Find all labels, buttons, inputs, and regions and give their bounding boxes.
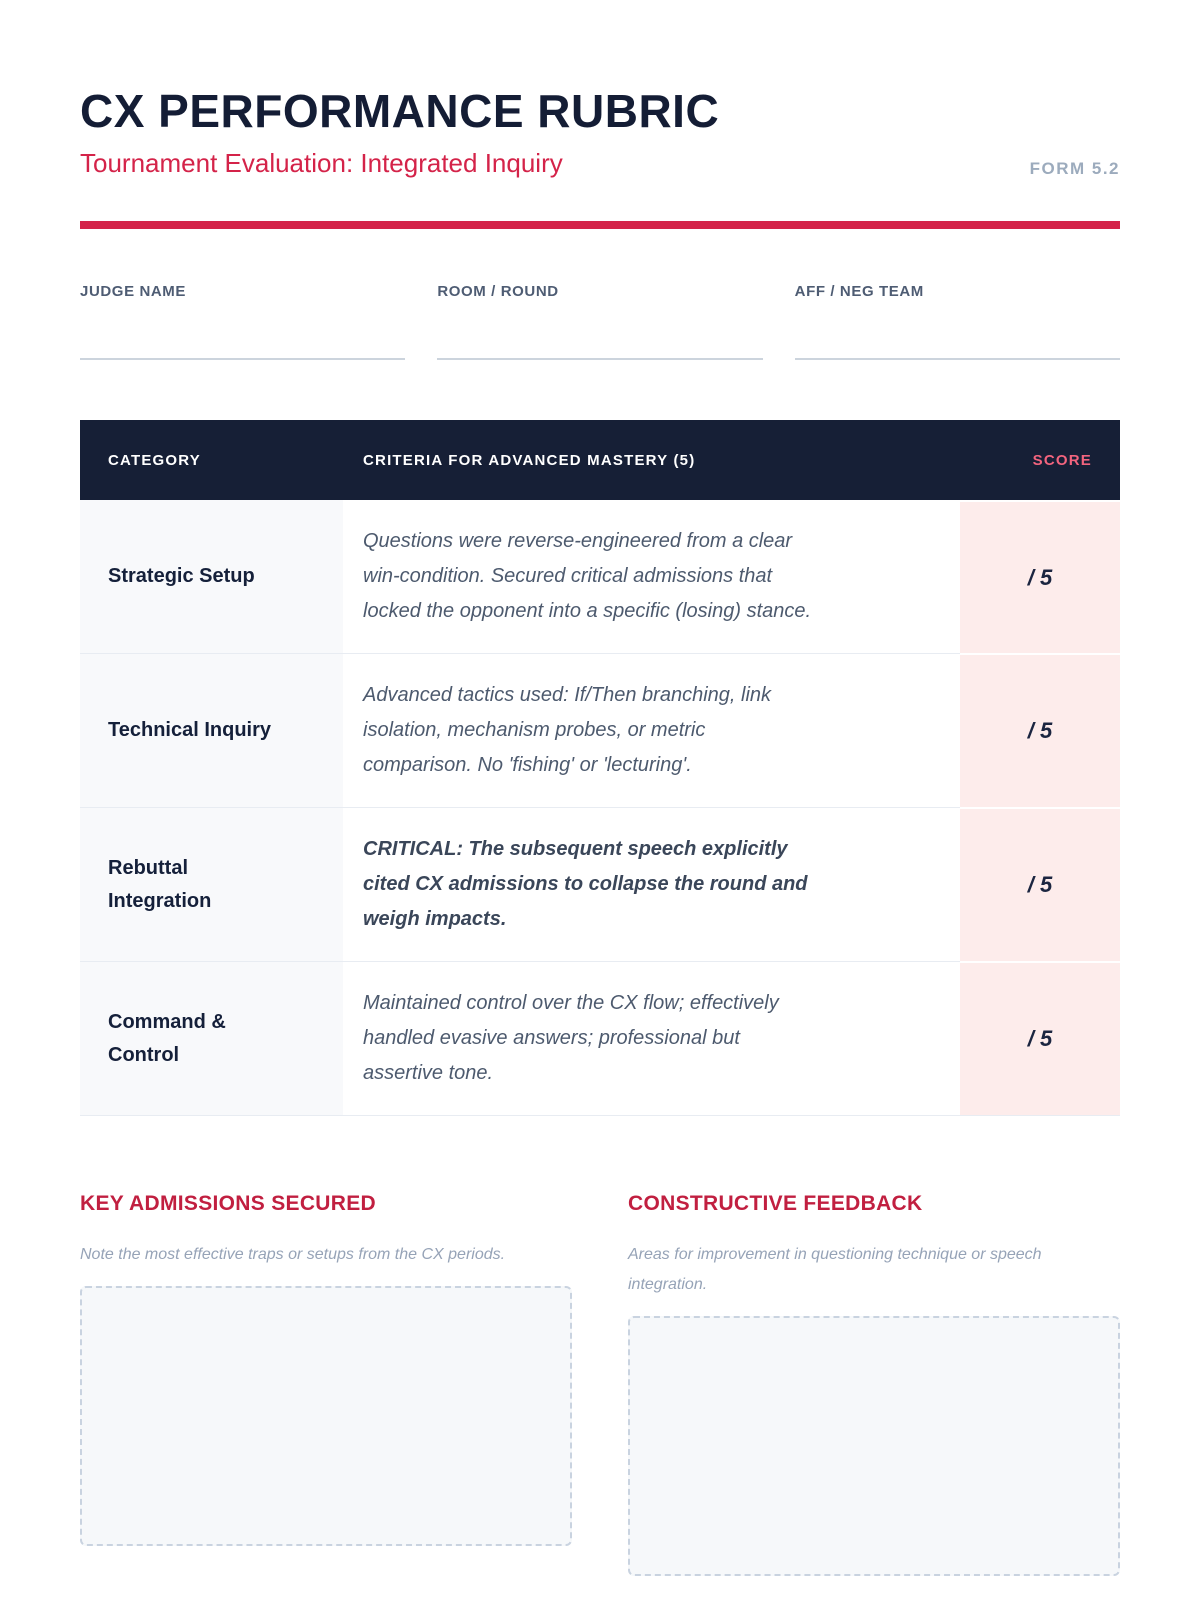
table-row-strategic-setup: Strategic Setup Questions were reverse-e… — [80, 500, 1120, 653]
key-admissions-heading: KEY ADMISSIONS SECURED — [80, 1192, 376, 1215]
criteria-text: CRITICAL: The subsequent speech explicit… — [363, 838, 808, 930]
judge-name-label: JUDGE NAME — [80, 283, 187, 300]
header-cell-category: CATEGORY — [108, 451, 201, 469]
score-input-cell[interactable]: / 5 — [960, 500, 1120, 653]
header-cell-criteria: CRITERIA FOR ADVANCED MASTERY (5) — [363, 451, 696, 469]
form-number-label: FORM 5.2 — [1029, 159, 1120, 178]
criteria-cell: Questions were reverse-engineered from a… — [343, 500, 960, 653]
criteria-cell: Maintained control over the CX flow; eff… — [343, 961, 960, 1115]
judge-name-input[interactable] — [80, 358, 406, 360]
room-round-input[interactable] — [437, 358, 763, 360]
page-title: CX PERFORMANCE RUBRIC — [80, 85, 720, 137]
category-label: Technical Inquiry — [108, 719, 271, 741]
table-header: CATEGORY CRITERIA FOR ADVANCED MASTERY (… — [80, 420, 1120, 500]
table-row-technical-inquiry: Technical Inquiry Advanced tactics used:… — [80, 653, 1120, 807]
subtitle-row: Tournament Evaluation: Integrated Inquir… — [80, 148, 1120, 179]
aff-neg-team-input[interactable] — [794, 358, 1120, 360]
score-input-cell[interactable]: / 5 — [960, 807, 1120, 961]
section-constructive-feedback: CONSTRUCTIVE FEEDBACK Areas for improvem… — [628, 1192, 1120, 1576]
key-admissions-notes-box[interactable] — [80, 1286, 572, 1546]
criteria-text: Maintained control over the CX flow; eff… — [363, 992, 779, 1084]
criteria-text: Advanced tactics used: If/Then branching… — [363, 684, 772, 776]
table-body: Strategic Setup Questions were reverse-e… — [80, 500, 1120, 1116]
score-input-cell[interactable]: / 5 — [960, 961, 1120, 1115]
criteria-cell: CRITICAL: The subsequent speech explicit… — [343, 807, 960, 961]
field-room-round: ROOM / ROUND — [437, 283, 763, 360]
rubric-table: CATEGORY CRITERIA FOR ADVANCED MASTERY (… — [80, 420, 1120, 1116]
table-row-rebuttal-integration: Rebuttal Integration CRITICAL: The subse… — [80, 807, 1120, 961]
constructive-feedback-caption: Areas for improvement in questioning tec… — [628, 1246, 1042, 1293]
aff-neg-team-label: AFF / NEG TEAM — [794, 283, 924, 300]
info-fields: JUDGE NAME ROOM / ROUND AFF / NEG TEAM — [80, 283, 1120, 360]
constructive-feedback-heading: CONSTRUCTIVE FEEDBACK — [628, 1192, 923, 1215]
key-admissions-caption: Note the most effective traps or setups … — [80, 1246, 506, 1263]
accent-rule — [80, 221, 1120, 229]
category-cell: Technical Inquiry — [80, 653, 343, 807]
field-judge-name: JUDGE NAME — [80, 283, 406, 360]
header-cell-score: SCORE — [1032, 451, 1092, 469]
section-key-admissions: KEY ADMISSIONS SECURED Note the most eff… — [80, 1192, 572, 1576]
table-row-command-control: Command & Control Maintained control ove… — [80, 961, 1120, 1115]
category-label: Strategic Setup — [108, 565, 255, 587]
category-cell: Command & Control — [80, 961, 343, 1115]
criteria-cell: Advanced tactics used: If/Then branching… — [343, 653, 960, 807]
field-aff-neg-team: AFF / NEG TEAM — [794, 283, 1120, 360]
criteria-text: Questions were reverse-engineered from a… — [363, 530, 812, 622]
form-subtitle: Tournament Evaluation: Integrated Inquir… — [80, 148, 563, 178]
category-label: Command & Control — [108, 1010, 226, 1066]
room-round-label: ROOM / ROUND — [437, 283, 559, 300]
category-cell: Strategic Setup — [80, 500, 343, 653]
notes-sections: KEY ADMISSIONS SECURED Note the most eff… — [80, 1192, 1120, 1576]
score-input-cell[interactable]: / 5 — [960, 653, 1120, 807]
category-cell: Rebuttal Integration — [80, 807, 343, 961]
category-label: Rebuttal Integration — [108, 856, 212, 912]
rubric-page: CX PERFORMANCE RUBRIC Tournament Evaluat… — [80, 0, 1120, 1576]
constructive-feedback-notes-box[interactable] — [628, 1316, 1120, 1576]
